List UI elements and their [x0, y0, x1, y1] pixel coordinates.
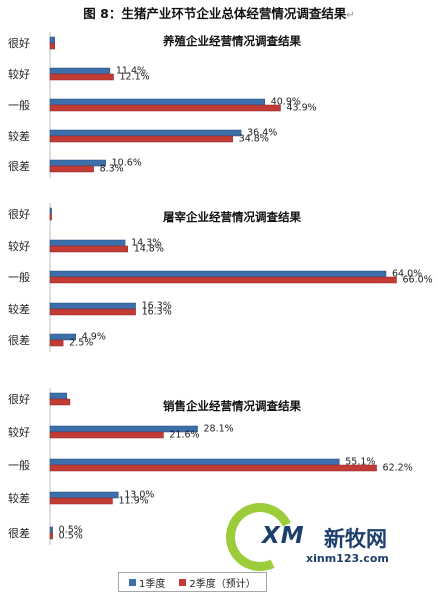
legend-item-q2: 2季度（预计） [179, 575, 256, 590]
data-label: 2.5% [69, 338, 93, 349]
legend-label-q1: 1季度 [139, 578, 166, 590]
data-label: 66.0% [403, 275, 433, 286]
data-label: 34.8% [239, 134, 269, 145]
bar [49, 532, 53, 540]
bar [49, 73, 114, 81]
panel-title: 屠宰企业经营情况调查结果 [163, 210, 301, 224]
category-label: 较差 [8, 129, 30, 143]
bar [49, 98, 265, 106]
bar [49, 526, 53, 534]
legend-swatch-q1 [129, 578, 136, 586]
data-label: 10.6% [112, 158, 142, 169]
bar [49, 398, 71, 406]
category-label: 一般 [8, 459, 30, 472]
data-label: 13.0% [124, 490, 154, 501]
data-label: 28.1% [204, 424, 234, 435]
category-label: 很好 [8, 392, 30, 406]
bar [49, 36, 55, 44]
data-label: 21.6% [169, 430, 199, 441]
bar [49, 431, 164, 439]
bar [49, 308, 136, 316]
bar [49, 458, 340, 466]
data-label: 64.0% [392, 269, 422, 280]
bar [49, 207, 52, 215]
panel-title: 销售企业经营情况调查结果 [163, 399, 301, 413]
category-label: 很差 [8, 159, 30, 173]
paragraph-mark-icon: ↵ [346, 10, 355, 21]
legend-label-q2: 2季度（预计） [189, 578, 256, 590]
data-label: 62.2% [383, 463, 413, 474]
bar [49, 497, 113, 505]
bar [49, 276, 397, 284]
data-label: 0.5% [59, 525, 83, 536]
data-label: 43.9% [286, 103, 316, 114]
data-label: 0.5% [59, 531, 83, 542]
category-label: 一般 [8, 271, 30, 284]
category-label: 很差 [8, 333, 30, 347]
bar [49, 392, 68, 400]
category-label: 较好 [8, 425, 30, 439]
bar [49, 165, 94, 173]
watermark-logo-text: XM [262, 523, 305, 549]
data-label: 36.4% [247, 128, 277, 139]
data-label: 8.3% [100, 164, 124, 175]
watermark-logo: XM 新牧网 xinm123.com [216, 493, 427, 587]
watermark-brand: 新牧网 [324, 527, 387, 551]
legend-swatch-q2 [179, 578, 187, 586]
bar [49, 67, 111, 75]
bar [49, 339, 64, 347]
legend: 1季度 2季度（预计） [118, 572, 267, 592]
category-label: 较差 [8, 302, 30, 316]
bar [49, 239, 126, 247]
bar [49, 104, 281, 112]
data-label: 55.1% [345, 457, 375, 468]
figure-title: 图 8：生猪产业环节企业总体经营情况调查结果↵ [0, 3, 438, 22]
bar [49, 302, 136, 310]
legend-item-q1: 1季度 [129, 575, 165, 590]
category-label: 一般 [8, 99, 30, 112]
category-label: 较好 [8, 239, 30, 253]
category-label: 很好 [8, 36, 30, 50]
figure-title-text: 图 8：生猪产业环节企业总体经营情况调查结果 [83, 6, 347, 21]
bar [49, 245, 128, 253]
panel-title: 养殖企业经营情况调查结果 [162, 34, 301, 48]
bar [49, 159, 106, 167]
data-label: 4.9% [82, 332, 106, 343]
bar [49, 491, 119, 499]
bar [49, 464, 377, 472]
data-label: 16.3% [142, 307, 172, 318]
data-label: 12.1% [120, 72, 150, 83]
bar [49, 270, 387, 278]
data-label: 11.4% [116, 66, 146, 77]
bar [49, 42, 55, 50]
data-label: 11.9% [118, 496, 148, 507]
category-label: 很好 [8, 207, 30, 221]
category-label: 较差 [8, 491, 30, 505]
category-label: 较好 [8, 67, 30, 81]
bar [49, 213, 52, 221]
watermark-url: xinm123.com [306, 552, 389, 565]
data-label: 14.3% [131, 238, 161, 249]
data-label: 40.9% [271, 97, 301, 108]
data-label: 16.3% [142, 301, 172, 312]
category-label: 很差 [8, 526, 30, 540]
bar [49, 129, 242, 137]
data-label: 14.8% [134, 244, 164, 255]
bar [49, 135, 233, 143]
